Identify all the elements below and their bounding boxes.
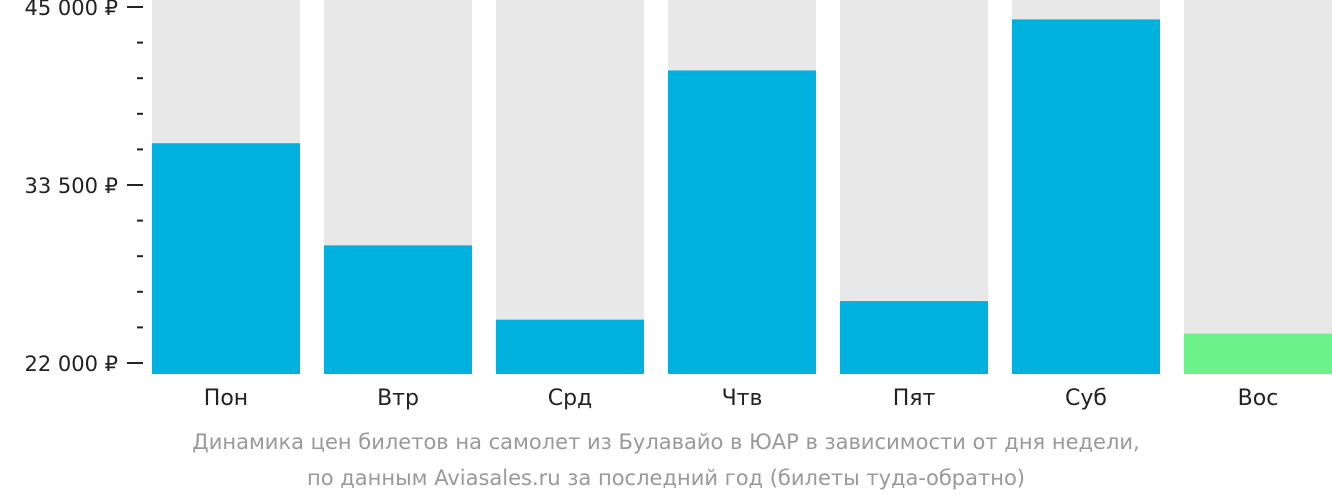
x-tick-label: Вос <box>1238 386 1279 411</box>
x-tick-label: Пон <box>204 386 248 411</box>
x-tick-label: Срд <box>548 386 593 411</box>
bar-3 <box>496 319 644 374</box>
x-tick-label: Суб <box>1065 386 1107 411</box>
bar-7 <box>1184 333 1332 374</box>
bar-1 <box>152 143 300 374</box>
x-tick-label: Пят <box>893 386 936 411</box>
bar-4 <box>668 70 816 374</box>
bar-6 <box>1012 19 1160 375</box>
price-by-weekday-chart: 22 000 ₽ 33 500 ₽ 45 000 ₽ Пон Втр Срд Чтв Пят… <box>24 0 1332 411</box>
bar-layer <box>152 19 1332 375</box>
bar-5 <box>840 301 988 374</box>
x-tick-label: Втр <box>377 386 419 411</box>
y-tick-label: 45 000 ₽ <box>24 0 118 20</box>
y-axis: 22 000 ₽ 33 500 ₽ 45 000 ₽ <box>24 0 143 376</box>
x-axis: Пон Втр Срд Чтв Пят Суб Вос <box>204 386 1279 411</box>
y-tick-label: 22 000 ₽ <box>24 352 118 376</box>
bar-2 <box>324 245 472 374</box>
chart-caption-line-2: по данным Aviasales.ru за последний год … <box>307 466 1025 490</box>
x-tick-label: Чтв <box>722 386 763 411</box>
bar-background <box>496 0 644 374</box>
bar-background <box>1184 0 1332 374</box>
chart-caption-line-1: Динамика цен билетов на самолет из Булав… <box>192 430 1140 454</box>
y-tick-label: 33 500 ₽ <box>24 174 118 198</box>
